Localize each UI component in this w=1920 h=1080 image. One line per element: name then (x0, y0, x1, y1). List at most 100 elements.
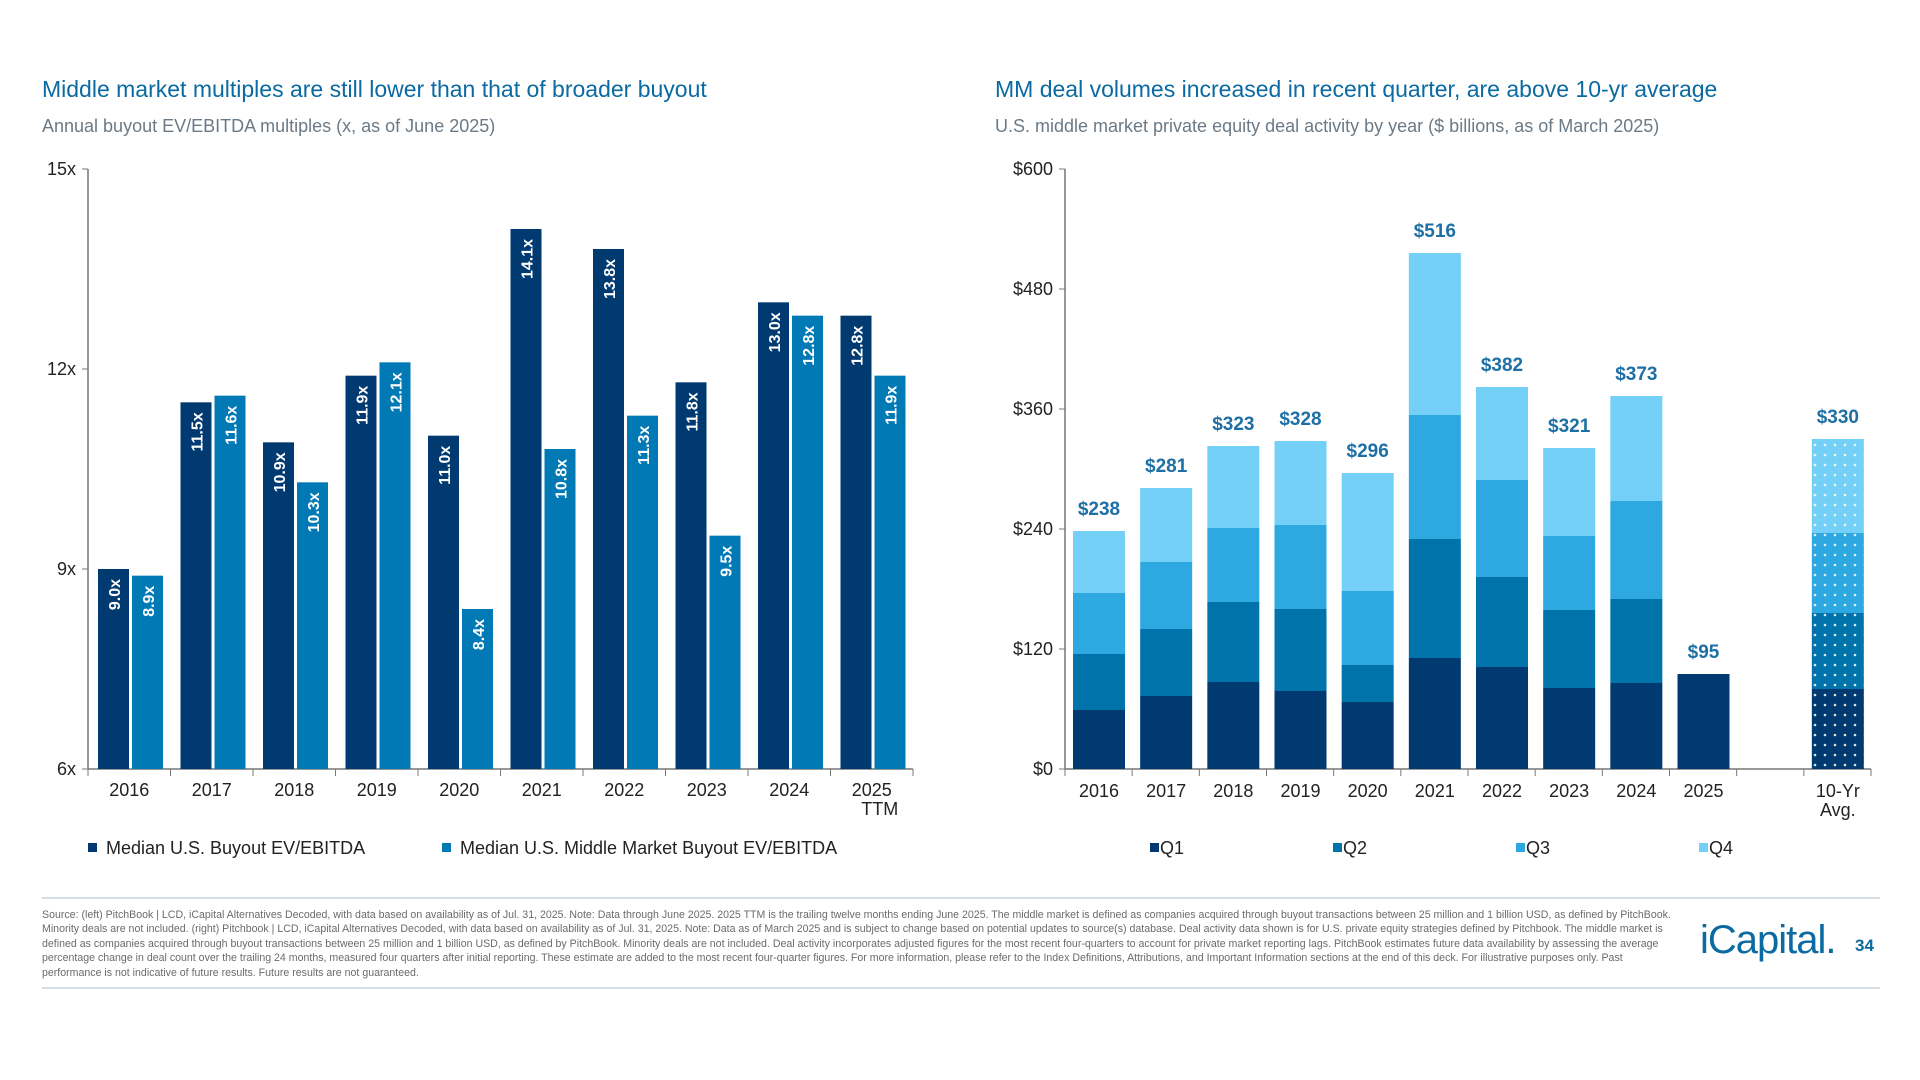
right-bar-segment-q2 (1140, 629, 1193, 696)
left-bar-label: 11.9x (884, 386, 901, 425)
right-bar-segment-q3 (1073, 593, 1125, 654)
right-y-tick-label: $240 (1013, 519, 1053, 539)
right-bar-segment-q3 (1341, 591, 1394, 665)
right-bar-segment-q3 (1610, 501, 1663, 599)
right-x-label: 2021 (1415, 781, 1455, 801)
left-x-label: 2017 (192, 780, 232, 800)
left-bar-label: 11.5x (190, 412, 207, 451)
right-bar-segment-q4 (1207, 446, 1260, 528)
footnote-top-divider (42, 897, 1880, 899)
right-bar-segment-q1 (1274, 691, 1327, 769)
right-total-label: $330 (1817, 407, 1859, 428)
left-bar (510, 229, 542, 769)
right-bar-segment-q4 (1341, 473, 1394, 591)
left-bar (462, 609, 493, 769)
left-x-label: 2019 (357, 780, 397, 800)
right-bar-segment-q4 (1073, 531, 1125, 593)
left-x-label: 2022 (604, 780, 644, 800)
right-bar-segment-q1 (1073, 710, 1125, 769)
left-bar (709, 535, 741, 769)
right-bar-segment-q1 (1476, 667, 1528, 769)
right-bar-segment-q1 (1341, 702, 1394, 769)
left-bar (675, 382, 707, 769)
left-x-label: 2016 (109, 780, 149, 800)
right-x-label: 2016 (1079, 781, 1119, 801)
right-bar-segment-q1 (1543, 688, 1596, 769)
right-x-label: 2017 (1146, 781, 1186, 801)
right-total-label: $281 (1145, 456, 1188, 477)
right-bar-segment-q4 (1476, 387, 1528, 480)
left-legend-swatch (442, 843, 451, 852)
right-total-label: $321 (1548, 416, 1591, 437)
right-bar-segment-q1 (1677, 674, 1730, 769)
left-bar (98, 569, 129, 769)
left-bar-label: 9.0x (107, 579, 124, 610)
right-x-label: 2020 (1348, 781, 1388, 801)
left-bar (544, 449, 576, 769)
right-bar-segment-q1 (1610, 683, 1663, 769)
right-legend-label: Q4 (1709, 838, 1733, 858)
left-x-label: 2024 (769, 780, 809, 800)
right-legend-label: Q2 (1343, 838, 1367, 858)
icapital-logo: iCapital. (1700, 918, 1837, 962)
right-total-label: $296 (1347, 441, 1389, 462)
left-y-tick-label: 9x (57, 559, 76, 579)
right-bar-segment-q4 (1610, 396, 1663, 501)
left-chart-subtitle: Annual buyout EV/EBITDA multiples (x, as… (42, 116, 496, 136)
right-bar-segment-q4 (1408, 253, 1461, 415)
left-bar (840, 315, 872, 769)
right-total-label: $328 (1279, 409, 1321, 430)
right-y-tick-label: $360 (1013, 399, 1053, 419)
left-bar-label: 11.3x (636, 426, 653, 465)
page-number: 34 (1855, 936, 1874, 955)
left-bar-label: 11.8x (685, 392, 702, 431)
right-bar-segment-q2 (1274, 609, 1327, 691)
left-x-label: 2020 (439, 780, 479, 800)
left-bar-label: 9.5x (719, 546, 736, 577)
dot-pattern (1811, 533, 1864, 613)
left-bar-label: 11.9x (355, 386, 372, 425)
right-legend-swatch (1699, 843, 1708, 852)
right-legend-swatch (1150, 843, 1159, 852)
left-x-label: TTM (861, 799, 898, 819)
right-bar-segment-q2 (1476, 577, 1528, 667)
right-chart-title: MM deal volumes increased in recent quar… (995, 76, 1718, 102)
right-total-label: $95 (1688, 642, 1720, 663)
left-bar (758, 302, 789, 769)
right-x-label: 2024 (1616, 781, 1656, 801)
footnote-bottom-divider (42, 987, 1880, 989)
left-bar (263, 442, 294, 769)
left-x-label: 2021 (522, 780, 562, 800)
left-bar-label: 12.8x (801, 326, 818, 366)
left-chart-title: Middle market multiples are still lower … (42, 76, 707, 102)
left-x-label: 2023 (687, 780, 727, 800)
right-bar-segment-q1 (1408, 658, 1461, 769)
right-bar-segment-q3 (1543, 536, 1596, 610)
right-bar-segment-q3 (1476, 480, 1528, 577)
left-bar-label: 11.0x (437, 446, 454, 485)
left-bar (379, 362, 411, 769)
left-bar-label: 13.0x (767, 312, 784, 352)
right-legend-swatch (1333, 843, 1342, 852)
left-bar-label: 8.9x (141, 586, 158, 617)
left-bar (428, 435, 459, 769)
footnote: Source: (left) PitchBook | LCD, iCapital… (42, 909, 1671, 979)
left-legend-label: Median U.S. Middle Market Buyout EV/EBIT… (460, 838, 837, 858)
dot-pattern (1811, 689, 1864, 769)
right-bar-segment-q3 (1207, 528, 1260, 602)
right-bar-segment-q2 (1610, 599, 1663, 683)
left-y-tick-label: 12x (47, 359, 76, 379)
left-bar-label: 12.1x (389, 372, 406, 412)
right-y-tick-label: $480 (1013, 279, 1053, 299)
right-legend-swatch (1516, 843, 1525, 852)
right-total-label: $382 (1481, 355, 1523, 376)
right-bar-segment-q3 (1408, 415, 1461, 539)
left-bar-label: 13.8x (602, 259, 619, 299)
left-x-label: 2018 (274, 780, 314, 800)
right-bar-segment-q1 (1207, 682, 1260, 769)
right-legend-label: Q1 (1160, 838, 1184, 858)
left-bar (792, 315, 823, 769)
right-y-tick-label: $600 (1013, 159, 1053, 179)
right-x-label: 10-Yr (1816, 781, 1860, 801)
right-chart-subtitle: U.S. middle market private equity deal a… (995, 116, 1660, 136)
